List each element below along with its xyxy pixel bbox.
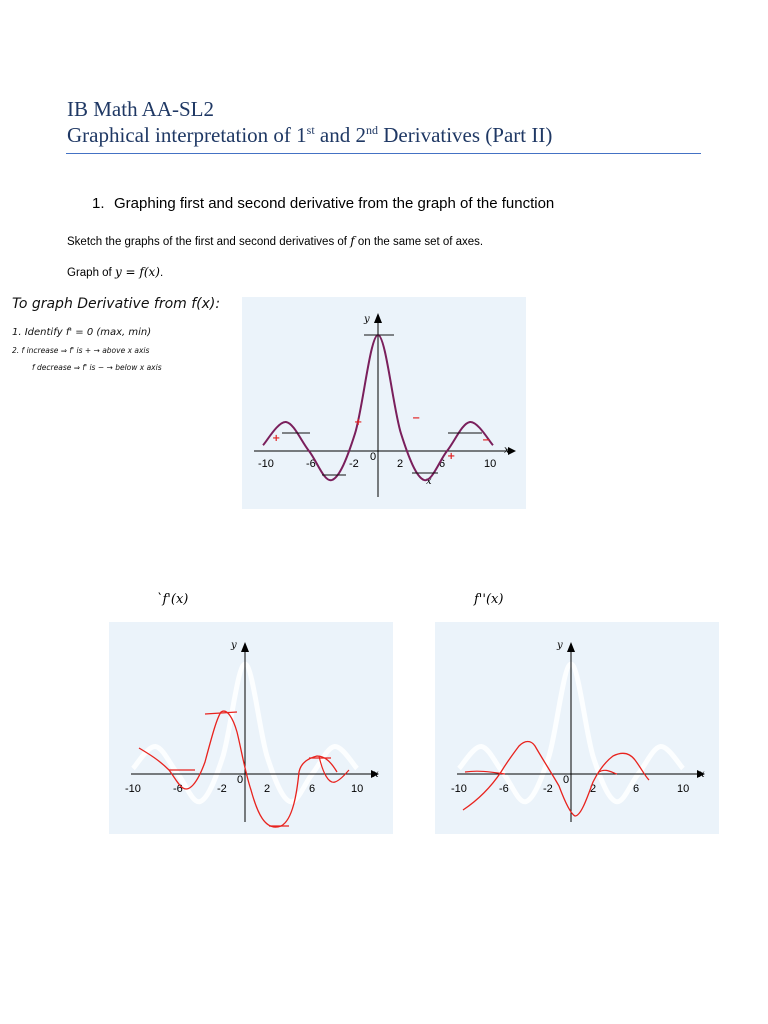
tick-label-2: 2: [590, 783, 596, 795]
y-axis-arrow: [374, 313, 382, 323]
fprime-sketch: [138, 710, 338, 828]
y-axis-label: y: [556, 640, 563, 651]
note-line-1: To graph Derivative from f(x):: [12, 296, 220, 312]
graph-caption-math: y = f(x): [114, 265, 160, 279]
instruction-post: on the same set of axes.: [354, 236, 484, 248]
tick-label-neg10: -10: [258, 458, 274, 470]
fdoubleprime-sketch-stroke-2: [464, 769, 618, 775]
note-line-4: f decrease ⇒ f' is − → below x axis: [32, 363, 162, 372]
x-axis-arrow: [371, 770, 379, 778]
origin-label: 0: [237, 774, 243, 786]
tick-label-neg10: -10: [125, 783, 141, 795]
y-axis-label: y: [363, 314, 370, 325]
sign-annotations: + + − − +: [272, 413, 490, 462]
note-line-2: 1. Identify f' = 0 (max, min): [12, 327, 151, 338]
sign-minus-center: −: [412, 413, 420, 424]
graph-fprime-panel: y x 0 -10 -6 -2 2 6 10: [109, 622, 393, 834]
fdoubleprime-label: f''(x): [474, 592, 504, 607]
tick-label-neg2: -2: [217, 783, 227, 795]
title-underline: [66, 153, 701, 154]
instruction-var: f: [350, 234, 355, 248]
tick-label-neg6: -6: [173, 783, 183, 795]
tick-label-2: 2: [397, 458, 403, 470]
section-number: 1.: [92, 195, 105, 212]
tick-label-neg10: -10: [451, 783, 467, 795]
section-title: Graphing first and second derivative fro…: [114, 195, 555, 212]
x-axis-arrow: [697, 770, 705, 778]
origin-label: 0: [563, 774, 569, 786]
graph-f-panel: y x x 0 -10 -6 -2 2 6 10 + + − − +: [242, 297, 526, 509]
section-heading: 1. Graphing first and second derivative f…: [92, 194, 554, 214]
tick-label-10: 10: [351, 783, 363, 795]
graph-caption-pre: Graph of: [67, 267, 115, 279]
tick-label-2: 2: [264, 783, 270, 795]
title-sup-nd: nd: [366, 123, 378, 137]
instruction-pre: Sketch the graphs of the first and secon…: [67, 236, 351, 248]
x-axis-label: x: [699, 769, 705, 780]
sign-minus-right: −: [482, 435, 490, 446]
tick-label-neg6: -6: [306, 458, 316, 470]
curve-x-mark: x: [426, 476, 432, 487]
tick-label-neg2: -2: [543, 783, 553, 795]
title-part-2: and 2: [314, 123, 366, 147]
y-axis-label: y: [230, 640, 237, 651]
title-part-1: Graphical interpretation of 1: [67, 123, 307, 147]
tick-label-6: 6: [633, 783, 639, 795]
y-axis-arrow: [567, 642, 575, 652]
fprime-label: `f'(x): [156, 592, 189, 607]
tick-label-6: 6: [309, 783, 315, 795]
fdoubleprime-sketch: [462, 740, 650, 817]
fprime-sketch-stroke-3: [318, 755, 350, 783]
doc-title-course: IB Math AA-SL2: [67, 97, 214, 121]
x-axis-label: x: [373, 769, 379, 780]
graph-fprime: y x 0 -10 -6 -2 2 6 10: [125, 640, 379, 828]
x-axis-label: x: [504, 445, 510, 456]
tick-label-neg6: -6: [499, 783, 509, 795]
instruction-text: Sketch the graphs of the first and secon…: [67, 233, 483, 250]
handwritten-notes: To graph Derivative from f(x): 1. Identi…: [12, 296, 220, 372]
sign-plus-right: +: [447, 451, 455, 462]
title-part-3: Derivatives (Part II): [378, 123, 553, 147]
y-axis-arrow: [241, 642, 249, 652]
sign-plus-center: +: [354, 417, 362, 428]
doc-title-topic: Graphical interpretation of 1st and 2nd …: [67, 122, 552, 148]
tick-label-6: 6: [439, 458, 445, 470]
graph-fdoubleprime: y x 0 -10 -6 -2 2 6 10: [451, 640, 705, 822]
graph-f: y x x 0 -10 -6 -2 2 6 10 + + − − +: [254, 313, 516, 497]
origin-label: 0: [370, 451, 376, 463]
x-axis-arrow: [508, 447, 516, 455]
tangent-markers: [282, 334, 482, 476]
graph-fdoubleprime-panel: y x 0 -10 -6 -2 2 6 10: [435, 622, 719, 834]
tick-label-10: 10: [677, 783, 689, 795]
note-line-3: 2. f increase ⇒ f' is + → above x axis: [12, 346, 150, 355]
graph-caption-post: .: [160, 267, 164, 279]
sign-plus-left: +: [272, 433, 280, 444]
tick-label-10: 10: [484, 458, 496, 470]
fprime-sketch-stroke-2: [169, 711, 331, 827]
tick-label-neg2: -2: [349, 458, 359, 470]
graph-caption: Graph of y = f(x).: [67, 264, 163, 281]
title-sup-st: st: [306, 123, 315, 137]
